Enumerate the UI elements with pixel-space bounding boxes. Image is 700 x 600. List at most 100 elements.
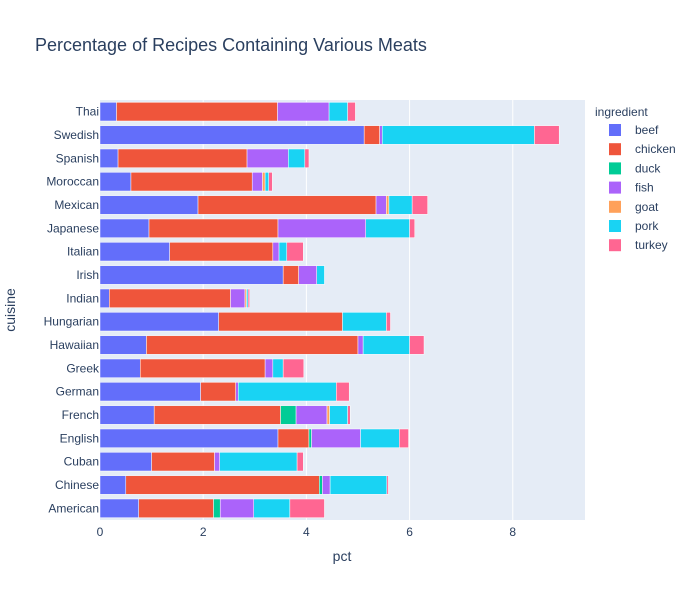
bar-segment-beef bbox=[99, 148, 119, 168]
legend-title: ingredient bbox=[595, 105, 648, 119]
bar-segment-beef bbox=[99, 405, 155, 425]
legend-label-goat: goat bbox=[635, 200, 659, 214]
bar-segment-turkey bbox=[347, 102, 356, 122]
bar-segment-fish bbox=[322, 475, 331, 495]
bar-segment-beef bbox=[99, 428, 279, 448]
bar-segment-fish bbox=[379, 125, 383, 145]
bar-segment-pork bbox=[342, 312, 387, 332]
bar-segment-turkey bbox=[286, 242, 304, 262]
bar-segment-turkey bbox=[409, 335, 425, 355]
bar-segment-duck bbox=[319, 475, 323, 495]
legend-label-pork: pork bbox=[635, 219, 659, 233]
y-tick-label: English bbox=[60, 431, 99, 445]
y-tick-label: Indian bbox=[66, 291, 99, 305]
bar-segment-beef bbox=[99, 125, 365, 145]
bar-segment-turkey bbox=[247, 288, 250, 308]
legend-label-fish: fish bbox=[635, 181, 654, 195]
bar-segment-fish bbox=[251, 172, 263, 192]
bar-segment-pork bbox=[362, 335, 410, 355]
bar-segment-pork bbox=[329, 475, 388, 495]
bar-segment-chicken bbox=[169, 242, 274, 262]
bar-segment-duck bbox=[213, 498, 221, 518]
bar-segment-turkey bbox=[268, 172, 273, 192]
bar-segment-fish bbox=[272, 242, 280, 262]
bar-segment-turkey bbox=[399, 428, 409, 448]
bar-segment-duck bbox=[280, 405, 297, 425]
bar-segment-fish bbox=[246, 148, 289, 168]
legend-swatch-chicken bbox=[609, 143, 621, 156]
bar-segment-beef bbox=[99, 382, 201, 402]
bar-segment-fish bbox=[230, 288, 246, 308]
bar-segment-pork bbox=[328, 102, 348, 122]
bar-segment-beef bbox=[99, 452, 152, 472]
bar-segment-pork bbox=[316, 265, 325, 285]
bar-segment-chicken bbox=[117, 148, 248, 168]
y-tick-label: Moroccan bbox=[46, 175, 99, 189]
bar-segment-turkey bbox=[409, 218, 415, 238]
legend-label-duck: duck bbox=[635, 161, 661, 175]
x-axis-title: pct bbox=[333, 548, 352, 564]
bar-segment-chicken bbox=[148, 218, 279, 238]
bar-segment-fish bbox=[311, 428, 361, 448]
bar-segment-chicken bbox=[116, 102, 278, 122]
y-tick-label: Chinese bbox=[55, 478, 99, 492]
bar-segment-chicken bbox=[130, 172, 253, 192]
bar-segment-fish bbox=[295, 405, 328, 425]
bar-segment-turkey bbox=[289, 498, 325, 518]
bar-segment-fish bbox=[277, 102, 330, 122]
legend-swatch-goat bbox=[609, 200, 621, 213]
legend-swatch-duck bbox=[609, 162, 621, 175]
y-tick-label: Irish bbox=[76, 268, 99, 282]
bar-segment-chicken bbox=[146, 335, 359, 355]
legend: ingredient beef chicken duck fish goat pork tu… bbox=[595, 105, 676, 252]
bar-segment-chicken bbox=[138, 498, 214, 518]
chart-title: Percentage of Recipes Containing Various… bbox=[35, 35, 427, 55]
y-tick-label: Greek bbox=[66, 361, 100, 375]
bar-segment-pork bbox=[264, 172, 269, 192]
bar-segment-chicken bbox=[109, 288, 231, 308]
bar-segment-chicken bbox=[153, 405, 281, 425]
bar-segment-duck bbox=[308, 428, 312, 448]
y-tick-label: Italian bbox=[67, 245, 99, 259]
y-tick-label: Spanish bbox=[56, 151, 99, 165]
y-tick-labels: American Chinese Cuban English French German G… bbox=[44, 105, 100, 516]
bar-segment-pork bbox=[360, 428, 400, 448]
bar-segment-goat bbox=[326, 405, 330, 425]
y-tick-label: Swedish bbox=[54, 128, 99, 142]
bar-segment-chicken bbox=[282, 265, 299, 285]
bar-segment-chicken bbox=[151, 452, 215, 472]
y-tick-label: Thai bbox=[76, 105, 99, 119]
bar-segment-pork bbox=[381, 125, 535, 145]
legend-label-beef: beef bbox=[635, 123, 659, 137]
x-tick-label: 2 bbox=[200, 525, 207, 539]
bar-segment-goat bbox=[386, 195, 390, 215]
y-tick-label: Cuban bbox=[64, 455, 99, 469]
bar-segment-fish bbox=[357, 335, 364, 355]
bar-segment-fish bbox=[298, 265, 317, 285]
bar-segment-fish bbox=[235, 382, 239, 402]
legend-items: beef chicken duck fish goat pork turkey bbox=[609, 123, 676, 252]
legend-swatch-beef bbox=[609, 124, 621, 136]
x-tick-labels: 0 2 4 6 8 bbox=[97, 525, 517, 539]
y-tick-label: Mexican bbox=[54, 198, 99, 212]
bar-segment-turkey bbox=[411, 195, 428, 215]
bar-segment-beef bbox=[99, 335, 147, 355]
bar-segment-chicken bbox=[277, 428, 310, 448]
y-axis-title: cuisine bbox=[2, 288, 18, 332]
bar-segment-turkey bbox=[336, 382, 350, 402]
bar-segment-pork bbox=[253, 498, 291, 518]
bar-segment-fish bbox=[375, 195, 387, 215]
bar-segment-beef bbox=[99, 242, 170, 262]
plot-background bbox=[100, 100, 585, 520]
bar-segment-chicken bbox=[200, 382, 236, 402]
y-tick-label: Hawaiian bbox=[50, 338, 99, 352]
bar-segment-pork bbox=[219, 452, 298, 472]
bar-segment-fish bbox=[219, 498, 255, 518]
bar-segment-pork bbox=[388, 195, 413, 215]
bar-segment-beef bbox=[99, 102, 117, 122]
bar-segment-chicken bbox=[125, 475, 320, 495]
bar-segment-pork bbox=[329, 405, 348, 425]
bar-segment-turkey bbox=[304, 148, 310, 168]
bar-segment-goat bbox=[262, 172, 266, 192]
bar-segment-chicken bbox=[363, 125, 380, 145]
